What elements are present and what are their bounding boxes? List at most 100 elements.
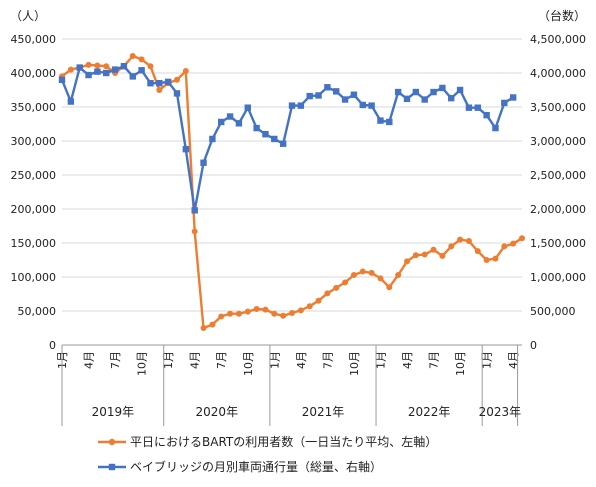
- bart-data-point: [306, 303, 313, 310]
- bart-data-point: [280, 312, 287, 319]
- bart-data-point: [156, 87, 163, 93]
- left-tick-label: 100,000: [11, 271, 57, 284]
- bay-bridge-data-point: [156, 80, 163, 87]
- year-label: 2021年: [302, 405, 345, 419]
- bay-bridge-data-point: [492, 124, 499, 132]
- bart-data-point: [501, 243, 508, 250]
- bay-bridge-data-point: [226, 113, 234, 120]
- right-axis-unit: （台数）: [538, 8, 586, 23]
- legend-marker: [108, 463, 116, 471]
- bart-data-point: [200, 325, 207, 331]
- bay-bridge-data-point: [244, 104, 251, 111]
- bay-bridge-data-point: [297, 102, 305, 109]
- bay-bridge-data-point: [377, 117, 384, 124]
- legend-label: ベイブリッジの月別車両通行量（総量、右軸）: [130, 459, 382, 474]
- bay-bridge-data-point: [386, 118, 393, 126]
- bay-bridge-data-point: [120, 63, 128, 70]
- x-tick-label: 4月: [189, 351, 202, 369]
- bay-bridge-data-point: [191, 207, 198, 214]
- x-axis-ticks: 1月4月7月10月1月4月7月10月1月4月7月10月1月4月7月10月1月4月: [56, 351, 520, 376]
- left-tick-label: 250,000: [11, 169, 57, 182]
- bay-bridge-data-point: [279, 140, 287, 147]
- left-tick-label: 150,000: [11, 237, 57, 250]
- right-tick-label: 1,500,000: [530, 237, 586, 250]
- legend-marker: [108, 438, 116, 446]
- left-axis-unit: （人）: [10, 9, 46, 23]
- bart-data-point: [510, 240, 517, 247]
- bart-data-point: [359, 268, 366, 275]
- bart-data-point: [235, 310, 242, 317]
- bay-bridge-traffic-line: [60, 64, 514, 212]
- series-layer: [58, 53, 525, 331]
- bay-bridge-data-point: [333, 88, 340, 95]
- x-tick-label: 10月: [136, 351, 149, 376]
- left-tick-label: 0: [49, 339, 56, 352]
- year-groups: 2019年 2020年 2021年 2022年 2023年: [61, 345, 522, 426]
- bart-data-point: [191, 228, 198, 235]
- bay-bridge-data-point: [368, 102, 375, 109]
- bart-data-point: [129, 53, 136, 59]
- left-tick-label: 400,000: [11, 67, 57, 80]
- year-label: 2022年: [408, 405, 451, 419]
- x-tick-label: 7月: [109, 351, 122, 369]
- bart-data-point: [67, 66, 74, 73]
- bay-bridge-data-point: [483, 111, 490, 119]
- bay-bridge-data-point: [85, 71, 92, 79]
- bart-data-point: [412, 252, 419, 259]
- x-tick-label: 1月: [374, 351, 387, 369]
- bart-data-point: [430, 246, 437, 253]
- bay-bridge-data-point: [129, 73, 136, 80]
- bart-data-point: [350, 271, 357, 278]
- x-tick-label: 4月: [295, 351, 308, 369]
- right-tick-label: 4,000,000: [530, 67, 586, 80]
- bay-bridge-data-point: [235, 120, 243, 127]
- x-tick-label: 10月: [348, 351, 361, 376]
- bart-data-point: [315, 297, 322, 304]
- left-tick-label: 200,000: [11, 203, 57, 216]
- right-tick-label: 4,500,000: [530, 33, 586, 46]
- bay-bridge-data-point: [421, 96, 428, 103]
- bay-bridge-data-point: [218, 118, 225, 126]
- bart-data-point: [474, 248, 481, 255]
- bay-bridge-data-point: [509, 94, 517, 101]
- x-tick-label: 4月: [401, 351, 414, 369]
- bay-bridge-data-point: [324, 84, 331, 91]
- bay-bridge-data-point: [350, 91, 358, 98]
- legend: 平日におけるBARTの利用者数（一日当たり平均、左軸） ベイブリッジの月別車両通行…: [98, 434, 437, 474]
- bay-bridge-data-point: [94, 68, 101, 75]
- x-tick-label: 1月: [481, 351, 494, 369]
- right-tick-label: 2,000,000: [530, 203, 586, 216]
- bart-data-point: [209, 321, 216, 328]
- bay-bridge-data-point: [456, 86, 464, 94]
- right-tick-label: 3,500,000: [530, 101, 586, 114]
- bay-bridge-data-point: [111, 66, 119, 73]
- bay-bridge-data-point: [306, 92, 313, 100]
- x-tick-label: 10月: [454, 351, 467, 376]
- bart-data-point: [227, 310, 234, 317]
- bart-data-point: [377, 275, 384, 282]
- bart-data-point: [439, 252, 446, 259]
- left-axis-ticks: 0 50,000 100,000 150,000 200,000 250,000 300,0…: [11, 33, 57, 352]
- bay-bridge-data-point: [474, 104, 481, 111]
- bay-bridge-data-point: [147, 80, 154, 87]
- left-tick-label: 50,000: [18, 305, 57, 318]
- bart-data-point: [333, 284, 340, 291]
- bay-bridge-data-point: [341, 96, 349, 103]
- bart-data-point: [297, 307, 304, 314]
- bay-bridge-data-point: [439, 84, 446, 92]
- bart-data-point: [457, 236, 464, 243]
- bay-bridge-data-point: [58, 76, 66, 83]
- bay-bridge-data-point: [262, 131, 269, 138]
- year-label: 2023年: [479, 405, 522, 419]
- bay-bridge-data-point: [403, 95, 411, 103]
- left-tick-label: 350,000: [11, 101, 57, 114]
- right-tick-label: 500,000: [530, 305, 576, 318]
- year-label: 2019年: [92, 405, 135, 419]
- bay-bridge-data-point: [271, 135, 278, 143]
- bart-data-point: [492, 255, 499, 262]
- bart-data-point: [244, 308, 251, 315]
- bay-bridge-data-point: [465, 104, 473, 111]
- right-tick-label: 2,500,000: [530, 169, 586, 182]
- bay-bridge-data-point: [103, 69, 110, 77]
- bay-bridge-data-point: [67, 98, 75, 105]
